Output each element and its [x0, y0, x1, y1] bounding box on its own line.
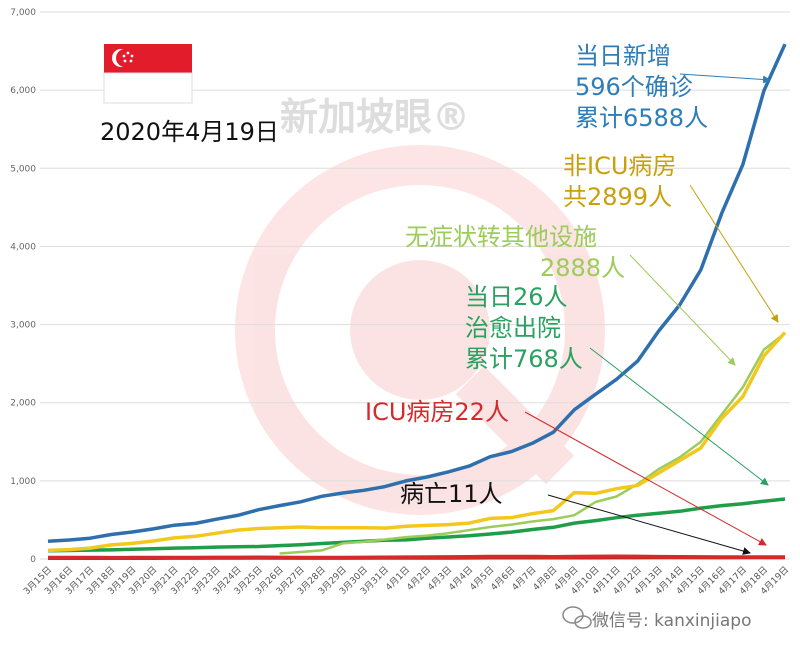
y-tick-label: 6,000 [10, 86, 36, 96]
annotation-arrow [689, 184, 779, 323]
series-lines [47, 43, 787, 560]
annotation-text: ICU病房22人 [365, 398, 509, 426]
wechat-icon [562, 606, 592, 629]
series-line-2 [279, 332, 786, 555]
annotation-text: 无症状转其他设施 [405, 223, 597, 251]
annotation-text: 596个确诊 [575, 73, 693, 101]
annotation-text: 2888人 [540, 254, 625, 282]
series-line-1 [47, 331, 787, 553]
annotation-text: 累计6588人 [575, 104, 708, 132]
annotation-arrow [679, 73, 771, 84]
annotation-text: 治愈出院 [465, 314, 561, 342]
annotation-text: 当日新增 [575, 42, 671, 70]
watermark-logo [235, 145, 605, 515]
series-line-0 [47, 43, 787, 544]
wechat-id: 微信号: kanxinjiapo [592, 611, 751, 631]
y-tick-label: 2,000 [10, 399, 36, 409]
watermark-text: 新加坡眼® [280, 95, 470, 139]
annotation-arrow [524, 411, 767, 546]
annotation-text: 非ICU病房 [563, 152, 676, 180]
series-line-4 [48, 554, 785, 560]
y-tick-label: 0 [30, 555, 36, 565]
annotation-arrow [589, 347, 769, 486]
annotation-text: 共2899人 [563, 183, 672, 211]
annotation-text: 累计768人 [465, 345, 583, 373]
y-tick-label: 7,000 [10, 8, 36, 18]
y-tick-label: 5,000 [10, 164, 36, 174]
series-line-3 [47, 497, 786, 553]
y-tick-labels: 0 1,000 2,000 3,000 4,000 5,000 6,000 7,000 [10, 8, 36, 565]
singapore-flag [103, 44, 193, 104]
y-tick-label: 4,000 [10, 242, 36, 252]
chart-title: 2020年4月19日 [100, 118, 279, 146]
annotation-arrow [629, 254, 736, 366]
annotation-text: 病亡11人 [400, 480, 503, 508]
y-tick-label: 1,000 [10, 477, 36, 487]
annotation-text: 当日26人 [465, 283, 568, 311]
annotation-arrow [547, 494, 751, 555]
y-tick-label: 3,000 [10, 321, 36, 331]
x-tick-labels: 3月15日3月16日3月17日3月18日3月19日3月20日3月21日3月22日… [21, 564, 791, 597]
